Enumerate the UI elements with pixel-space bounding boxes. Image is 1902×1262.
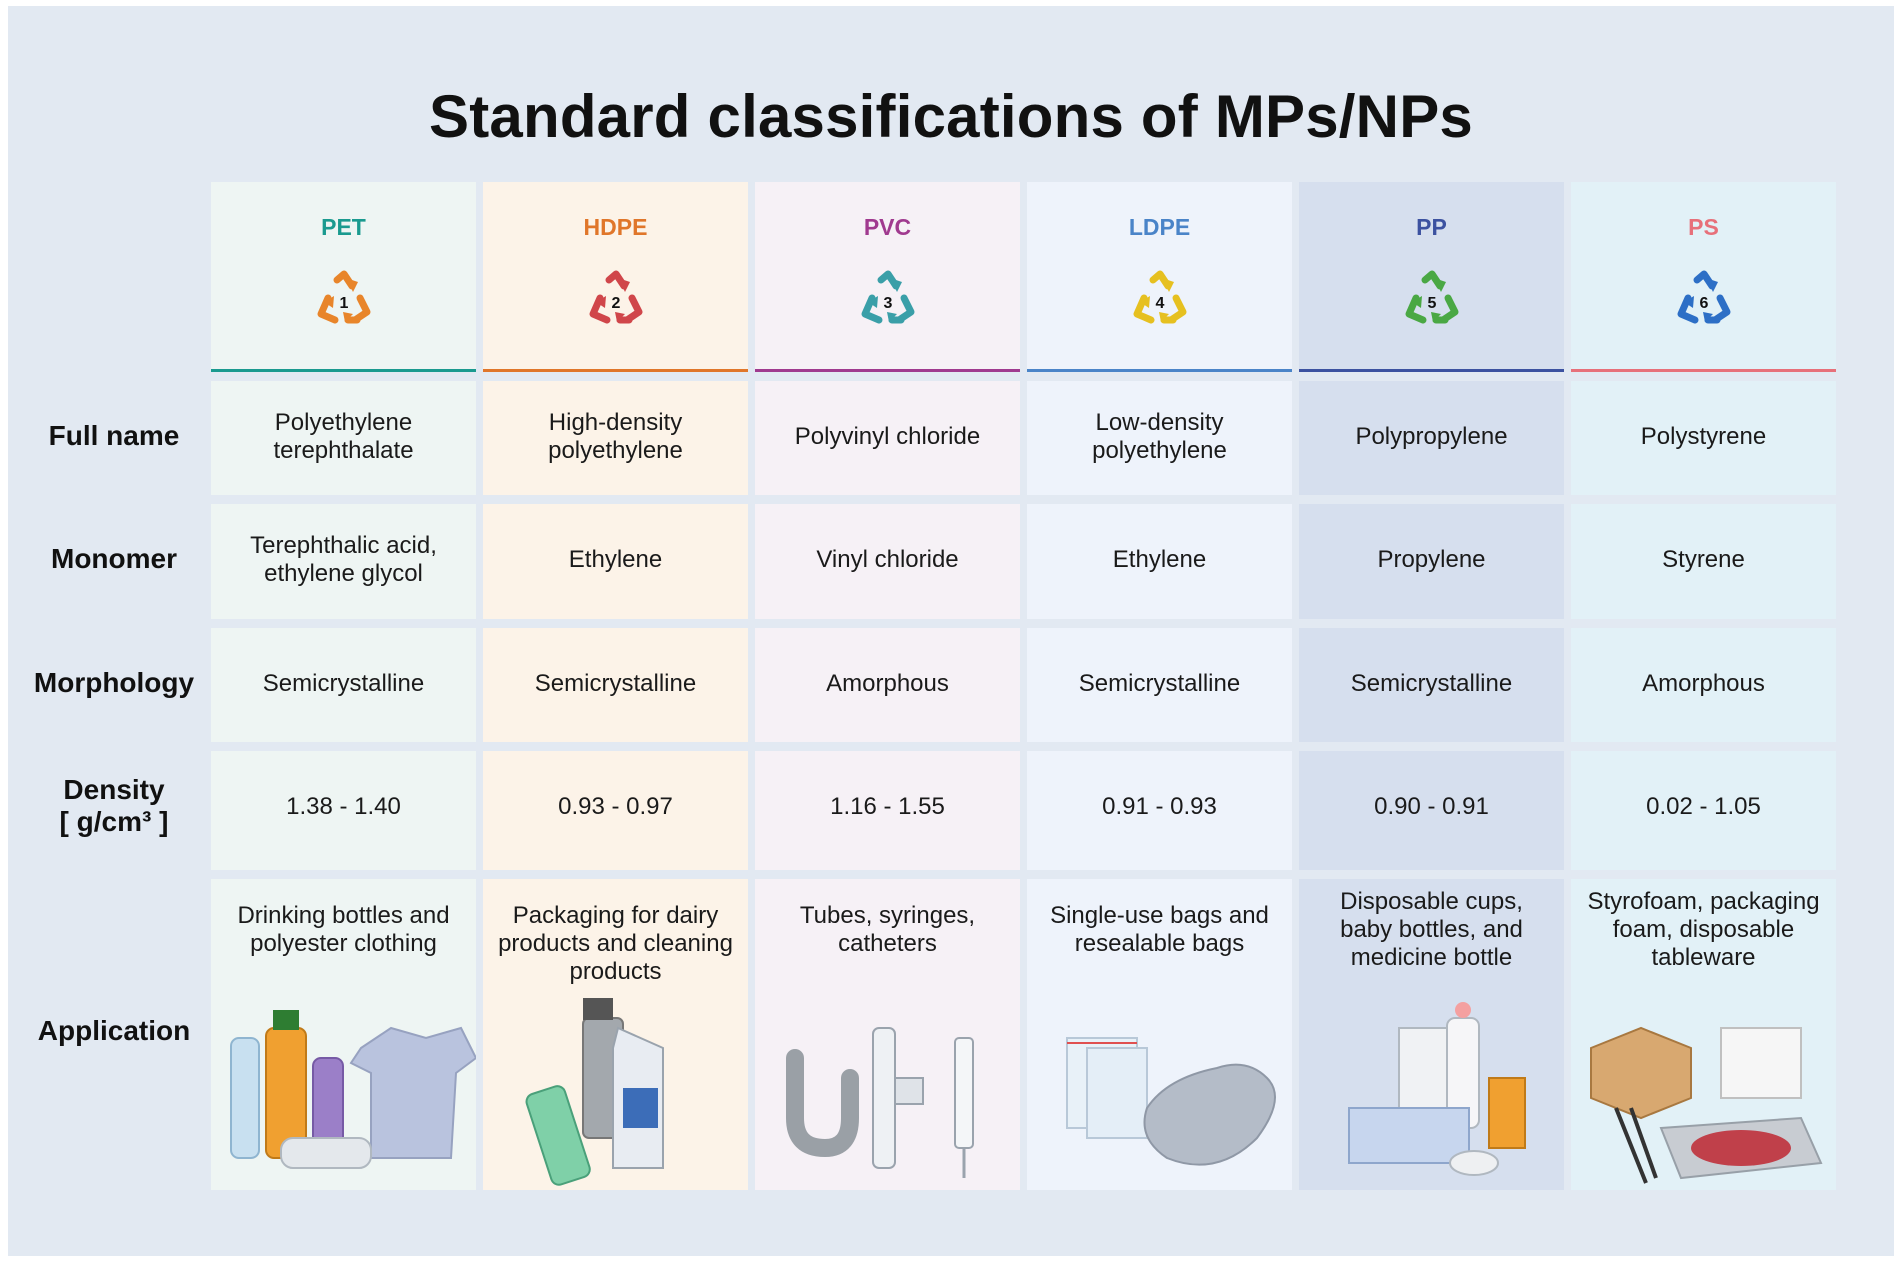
polymer-abbreviation: PVC [863, 214, 912, 240]
resin-code-number: 5 [1428, 295, 1437, 312]
cell-morphology: Semicrystalline [483, 628, 748, 740]
column-header: PS 6 [1571, 182, 1836, 372]
column-header: PP 5 [1299, 182, 1564, 372]
header-divider [755, 369, 1020, 372]
header-divider [483, 369, 748, 372]
header-divider [211, 369, 476, 372]
polymer-abbreviation: HDPE [583, 214, 648, 240]
cell-density: 0.90 - 0.91 [1299, 751, 1564, 863]
cell-density: 1.38 - 1.40 [211, 751, 476, 863]
cell-monomer: Ethylene [1027, 504, 1292, 616]
cell-morphology: Semicrystalline [1027, 628, 1292, 740]
column-header: LDPE 4 [1027, 182, 1292, 372]
row-gap [211, 870, 1836, 879]
cell-full-name: Polyvinyl chloride [755, 381, 1020, 493]
recycle-icon: 1 [317, 270, 371, 324]
row-label-density-unit: [ g/cm³ ] [59, 806, 169, 837]
resin-code-number: 2 [612, 295, 621, 312]
row-gap [211, 742, 1836, 751]
application-illustration [1348, 1002, 1526, 1176]
polymer-abbreviation: PS [1688, 214, 1719, 240]
cell-density: 0.93 - 0.97 [483, 751, 748, 863]
infographic-canvas: Standard classifications of MPs/NPs Full… [8, 6, 1894, 1256]
cell-application: Styrofoam, packaging foam, disposable ta… [1571, 878, 1836, 1190]
application-text: Drinking bottles and polyester clothing [237, 902, 450, 957]
resin-code-number: 4 [1156, 295, 1165, 312]
row-label-density: Density [ g/cm³ ] [24, 751, 204, 861]
cell-monomer: Propylene [1299, 504, 1564, 616]
row-label-application: Application [37, 1015, 191, 1046]
polymer-abbreviation: LDPE [1128, 214, 1191, 240]
application-text: Disposable cups, baby bottles, and medic… [1340, 888, 1523, 971]
recycle-icon: 2 [589, 270, 643, 324]
resin-code-number: 3 [884, 295, 893, 312]
cell-morphology: Semicrystalline [1299, 628, 1564, 740]
application-illustration [786, 1027, 974, 1178]
cell-full-name: Low-density polyethylene [1027, 381, 1292, 493]
cell-monomer: Ethylene [483, 504, 748, 616]
cell-full-name: Polystyrene [1571, 381, 1836, 493]
cell-density: 0.91 - 0.93 [1027, 751, 1292, 863]
row-gap [211, 495, 1836, 504]
recycle-icon: 3 [861, 270, 915, 324]
cell-monomer: Vinyl chloride [755, 504, 1020, 616]
recycle-icon: 4 [1133, 270, 1187, 324]
cell-application: Packaging for dairy products and cleanin… [483, 878, 748, 1190]
cell-morphology: Amorphous [1571, 628, 1836, 740]
application-illustration [230, 1010, 476, 1169]
header-divider [1299, 369, 1564, 372]
cell-application: Disposable cups, baby bottles, and medic… [1299, 878, 1564, 1190]
cell-full-name: High-density polyethylene [483, 381, 748, 493]
column-header: HDPE 2 [483, 182, 748, 372]
cell-full-name: Polyethylene terephthalate [211, 381, 476, 493]
cell-morphology: Semicrystalline [211, 628, 476, 740]
application-text: Styrofoam, packaging foam, disposable ta… [1587, 888, 1820, 971]
column-header: PVC 3 [755, 182, 1020, 372]
cell-full-name: Polypropylene [1299, 381, 1564, 493]
row-label-density-name: Density [63, 774, 165, 805]
row-gap [211, 619, 1836, 628]
header-divider [1571, 369, 1836, 372]
classification-table: Full name Monomer Morphology Density [ g… [8, 6, 1894, 1256]
application-text: Tubes, syringes, catheters [799, 902, 976, 957]
row-label-morphology: Morphology [33, 667, 195, 698]
cell-density: 1.16 - 1.55 [755, 751, 1020, 863]
cell-density: 0.02 - 1.05 [1571, 751, 1836, 863]
cell-monomer: Styrene [1571, 504, 1836, 616]
application-text: Single-use bags and resealable bags [1050, 902, 1269, 957]
cell-application: Drinking bottles and polyester clothing [211, 878, 476, 1190]
polymer-abbreviation: PP [1416, 214, 1447, 240]
header-divider [1027, 369, 1292, 372]
application-text: Packaging for dairy products and cleanin… [498, 902, 733, 985]
application-illustration [1066, 1037, 1276, 1166]
cell-application: Single-use bags and resealable bags [1027, 878, 1292, 1190]
polymer-abbreviation: PET [321, 214, 366, 240]
recycle-icon: 6 [1677, 270, 1731, 324]
resin-code-number: 6 [1700, 295, 1709, 312]
cell-monomer: Terephthalic acid, ethylene glycol [211, 504, 476, 616]
column-header: PET 1 [211, 182, 476, 372]
cell-morphology: Amorphous [755, 628, 1020, 740]
row-label-monomer: Monomer [51, 543, 177, 574]
resin-code-number: 1 [340, 295, 349, 312]
row-gap [211, 372, 1836, 381]
recycle-icon: 5 [1405, 270, 1459, 324]
application-illustration [1590, 1026, 1823, 1184]
infographic-title: Standard classifications of MPs/NPs [429, 83, 1473, 150]
application-illustration [525, 998, 664, 1186]
cell-application: Tubes, syringes, catheters [755, 878, 1020, 1190]
row-label-full-name: Full name [48, 420, 180, 451]
